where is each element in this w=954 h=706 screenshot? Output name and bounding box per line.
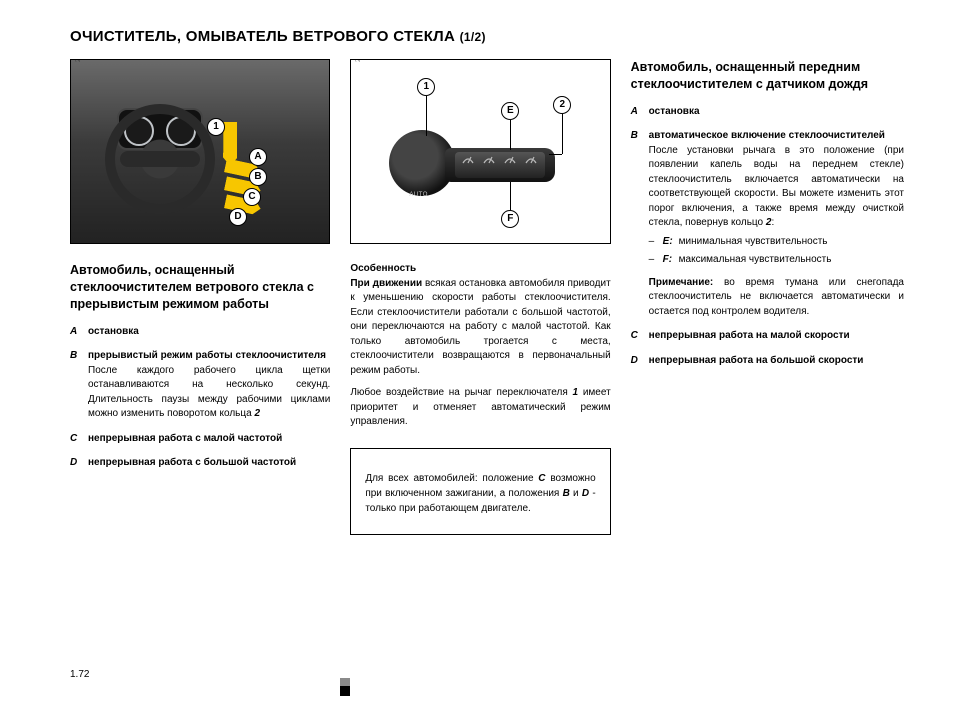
def-key: A [631, 105, 649, 120]
sub-dash: – [649, 253, 663, 268]
sub-item: – E: минимальная чувствительность [649, 235, 904, 250]
column-1: 28406 1 A B C D Автомобиль, осна [70, 59, 330, 535]
def-title: остановка [649, 106, 700, 117]
wiper-icon [461, 152, 475, 166]
col1-definition-list: A остановка B прерывистый режим работы с… [70, 325, 330, 471]
callout-F: F [501, 210, 519, 228]
leader-line [510, 120, 511, 150]
info-box: Для всех автомобилей: положение C возмож… [350, 448, 610, 535]
def-body: непрерывная работа на малой скорости [649, 329, 904, 344]
callout-C: C [243, 188, 261, 206]
note-label: Примечание: [649, 277, 724, 288]
def-key: C [631, 329, 649, 344]
callout-1: 1 [207, 118, 225, 136]
callout-2: 2 [553, 96, 571, 114]
leader-line [510, 182, 511, 210]
def-item: A остановка [70, 325, 330, 340]
def-item: B прерывистый режим работы сте­клоочисти… [70, 349, 330, 422]
def-item: C непрерывная работа на малой скорости [631, 329, 904, 344]
def-title: остановка [88, 326, 139, 337]
page-title: ОЧИСТИТЕЛЬ, ОМЫВАТЕЛЬ ВЕТРОВОГО СТЕКЛА (… [70, 28, 904, 45]
sub-item: – F: максимальная чувствитель­ность [649, 253, 904, 268]
def-key: B [631, 129, 649, 319]
stalk-wiper-icons [461, 152, 538, 166]
page-number: 1.72 [70, 669, 89, 680]
def-key: D [631, 354, 649, 369]
def-body: остановка [649, 105, 904, 120]
leader-line [549, 154, 562, 155]
def-title: непрерывная работа с малой ча­стотой [88, 433, 282, 444]
sub-text: максимальная чувствитель­ность [679, 253, 904, 268]
sub-key: F: [663, 253, 679, 268]
col3-definition-list: A остановка B автоматическое включение с… [631, 105, 904, 369]
feature-heading: Особенность [350, 262, 610, 277]
page-title-main: ОЧИСТИТЕЛЬ, ОМЫВАТЕЛЬ ВЕТРОВОГО СТЕКЛА [70, 28, 460, 45]
wiper-icon [524, 152, 538, 166]
sub-text: минимальная чувствительность [679, 235, 904, 250]
feature-para-2: Любое воздействие на рычаг переключа­тел… [350, 386, 610, 430]
def-key: D [70, 456, 88, 471]
def-desc: После установки рычага в это поло­жение … [649, 145, 904, 229]
figure-stalk: 27454 AUTO [350, 59, 610, 244]
def-body: автоматическое включение сте­клоочистите… [649, 129, 904, 319]
figure-dashboard: 28406 1 A B C D [70, 59, 330, 244]
def-item: B автоматическое включение сте­клоочисти… [631, 129, 904, 319]
def-item: D непрерывная работа с большой частотой [70, 456, 330, 471]
def-body: прерывистый режим работы сте­клоочистите… [88, 349, 330, 422]
def-body: непрерывная работа на большой скорости [649, 354, 904, 369]
column-2: 27454 AUTO [350, 59, 610, 535]
callout-1: 1 [417, 78, 435, 96]
sub-dash: – [649, 235, 663, 250]
col1-heading: Автомобиль, оснащенный стеклоочистителем… [70, 262, 330, 313]
def-title: прерывистый режим работы сте­клоочистите… [88, 349, 330, 364]
steering-wheel-icon [105, 104, 215, 214]
callout-B: B [249, 168, 267, 186]
callout-D: D [229, 208, 247, 226]
note: Примечание: во время тумана или снегопад… [649, 276, 904, 320]
def-key: C [70, 432, 88, 447]
leader-line [562, 114, 563, 154]
def-title: непрерывная работа на большой скорости [649, 355, 864, 366]
def-body: непрерывная работа с большой частотой [88, 456, 330, 471]
column-3: Автомобиль, оснащенный передним стеклооч… [631, 59, 904, 535]
def-body: непрерывная работа с малой ча­стотой [88, 432, 330, 447]
feature-para-1: При движении всякая остановка автомо­бил… [350, 277, 610, 379]
page-title-sub: (1/2) [460, 30, 486, 44]
col3-heading: Автомобиль, оснащенный передним стеклооч… [631, 59, 904, 93]
def-body: остановка [88, 325, 330, 340]
wiper-icon [482, 152, 496, 166]
def-item: C непрерывная работа с малой ча­стотой [70, 432, 330, 447]
leader-line [426, 96, 427, 136]
content-columns: 28406 1 A B C D Автомобиль, осна [70, 59, 904, 535]
footer-mark-icon [340, 678, 350, 696]
def-item: D непрерывная работа на большой скорости [631, 354, 904, 369]
callout-A: A [249, 148, 267, 166]
def-key: B [70, 349, 88, 422]
figure2-id: 27454 [355, 59, 362, 62]
def-key: A [70, 325, 88, 340]
sub-key: E: [663, 235, 679, 250]
dashboard-illustration [71, 60, 329, 243]
wiper-icon [503, 152, 517, 166]
def-desc: После каждого рабочего цикла щетки остан… [88, 365, 330, 420]
def-item: A остановка [631, 105, 904, 120]
col2-body: Особенность При движении всякая остановк… [350, 262, 610, 430]
stalk-auto-label: AUTO [409, 192, 428, 198]
def-title: непрерывная работа с большой частотой [88, 457, 296, 468]
def-title: непрерывная работа на малой скорости [649, 330, 850, 341]
callout-E: E [501, 102, 519, 120]
def-title: автоматическое включение сте­клоочистите… [649, 129, 904, 144]
